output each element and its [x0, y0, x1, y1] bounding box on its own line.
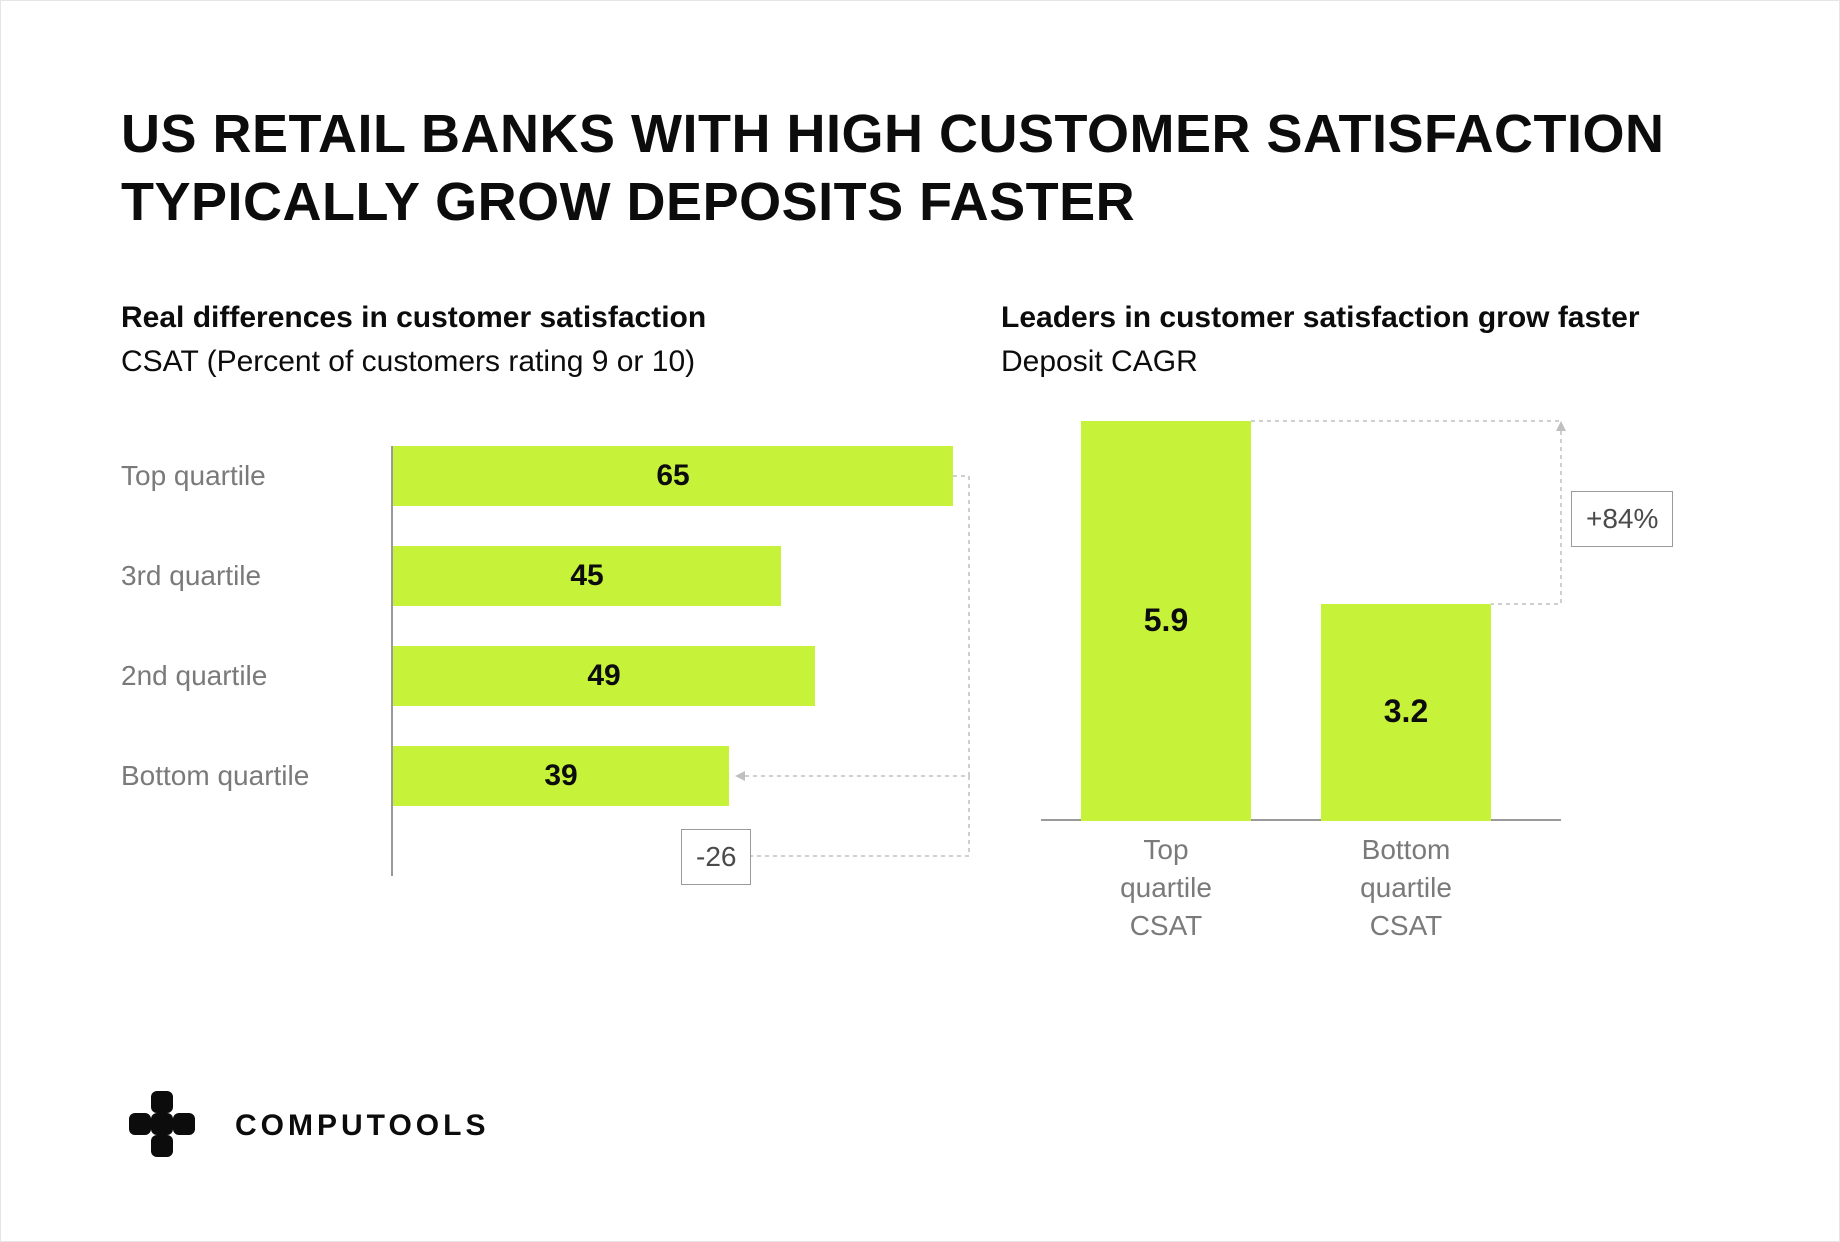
computools-mark-icon — [121, 1091, 211, 1161]
csat-bar-value: 49 — [393, 646, 815, 706]
csat-row-label: Top quartile — [121, 446, 371, 506]
brand-name: COMPUTOOLS — [235, 1109, 489, 1143]
csat-row: 3rd quartile 45 — [121, 546, 961, 606]
csat-row: Top quartile 65 — [121, 446, 961, 506]
csat-row-label: Bottom quartile — [121, 746, 371, 806]
cagr-callout-value: +84% — [1586, 503, 1658, 535]
cagr-bar-group: 3.2 — [1321, 421, 1491, 821]
cagr-callout-box: +84% — [1571, 491, 1673, 547]
left-subtitle: Real differences in customer satisfactio… — [121, 301, 961, 335]
right-panel: Leaders in customer satisfaction grow fa… — [1001, 301, 1721, 419]
left-panel: Real differences in customer satisfactio… — [121, 301, 961, 419]
csat-row-label: 3rd quartile — [121, 546, 371, 606]
left-subsubtitle: CSAT (Percent of customers rating 9 or 1… — [121, 345, 961, 379]
infographic-page: US RETAIL BANKS WITH HIGH CUSTOMER SATIS… — [0, 0, 1840, 1242]
csat-row: Bottom quartile 39 — [121, 746, 961, 806]
page-title: US RETAIL BANKS WITH HIGH CUSTOMER SATIS… — [121, 101, 1719, 236]
cagr-bar-label: TopquartileCSAT — [1071, 831, 1261, 944]
brand-logo: COMPUTOOLS — [121, 1091, 489, 1161]
csat-bar-value: 65 — [393, 446, 953, 506]
csat-callout-connector — [121, 446, 961, 966]
csat-callout-value: -26 — [696, 841, 736, 873]
csat-bar-value: 39 — [393, 746, 729, 806]
csat-bar-chart: -26 Top quartile 65 3rd quartile 45 2nd quar… — [121, 446, 961, 876]
right-subtitle: Leaders in customer satisfaction grow fa… — [1001, 301, 1721, 335]
cagr-bar-group: 5.9 — [1081, 421, 1251, 821]
cagr-bar-label: BottomquartileCSAT — [1311, 831, 1501, 944]
cagr-bar-chart: +84% 5.9TopquartileCSAT3.2Bottomquartile… — [1001, 421, 1621, 921]
cagr-bar-value: 5.9 — [1081, 602, 1251, 639]
csat-bar-value: 45 — [393, 546, 781, 606]
right-subsubtitle: Deposit CAGR — [1001, 345, 1721, 379]
csat-row-label: 2nd quartile — [121, 646, 371, 706]
csat-callout-box: -26 — [681, 829, 751, 885]
csat-row: 2nd quartile 49 — [121, 646, 961, 706]
cagr-bar-value: 3.2 — [1321, 693, 1491, 730]
